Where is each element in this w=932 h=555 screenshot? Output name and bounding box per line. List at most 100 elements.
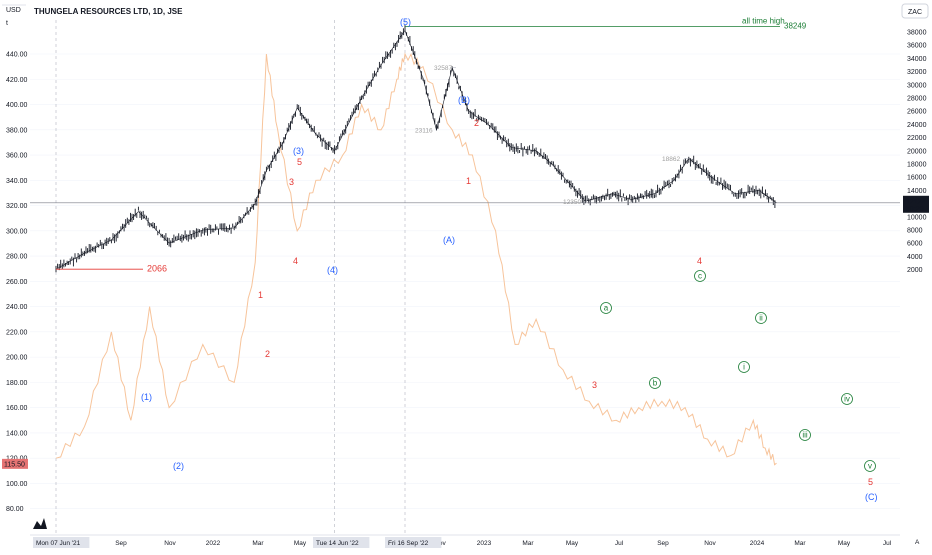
left-axis-tick: 380.00 bbox=[6, 127, 28, 134]
right-axis-tick: 4000 bbox=[907, 254, 923, 261]
left-axis-tick: 100.00 bbox=[6, 481, 28, 488]
left-axis-tick: 160.00 bbox=[6, 405, 28, 412]
right-axis-tick: 38000 bbox=[907, 30, 927, 37]
left-axis-tick: 320.00 bbox=[6, 203, 28, 210]
x-axis-tick: Sep bbox=[657, 540, 669, 547]
tradingview-logo-icon bbox=[33, 518, 47, 529]
left-axis-tick: 420.00 bbox=[6, 77, 28, 84]
price-label: 23116 bbox=[415, 128, 433, 135]
x-axis-tick: Jul bbox=[883, 540, 892, 547]
x-axis-tick: Mar bbox=[794, 540, 806, 547]
price-line bbox=[55, 29, 777, 270]
x-axis-tick: Jul bbox=[615, 540, 624, 547]
left-axis-tick: 300.00 bbox=[6, 228, 28, 235]
left-axis-tick: 140.00 bbox=[6, 430, 28, 437]
right-axis-tick: 34000 bbox=[907, 56, 927, 63]
wave-circle bbox=[600, 302, 612, 314]
comparison-line bbox=[55, 52, 777, 466]
wave-label-minor: 3 bbox=[592, 380, 597, 390]
bar-countdown: 50:20 bbox=[906, 206, 924, 213]
x-axis-tick: 2024 bbox=[750, 540, 765, 547]
right-axis-tick: 28000 bbox=[907, 96, 927, 103]
wave-label-minor: 3 bbox=[289, 177, 294, 187]
x-axis-tick: May bbox=[838, 540, 851, 547]
right-axis-tick: 26000 bbox=[907, 109, 927, 116]
price-label: 32587 bbox=[434, 65, 452, 72]
price-label: 18862 bbox=[662, 156, 680, 163]
all-time-high-value: 38249 bbox=[784, 21, 807, 30]
right-axis-tick: 24000 bbox=[907, 122, 927, 129]
left-last-value: 115.50 bbox=[4, 461, 25, 468]
highlighted-date: Tue 14 Jun '22 bbox=[316, 540, 359, 547]
wave-circle bbox=[649, 377, 661, 389]
x-axis-tick: May bbox=[294, 540, 307, 547]
chart-title: THUNGELA RESOURCES LTD, 1D, JSE bbox=[34, 7, 183, 16]
wave-label-minor: 5 bbox=[868, 477, 873, 487]
highlighted-date: Fri 16 Sep '22 bbox=[388, 540, 429, 547]
x-axis-tick: 2023 bbox=[477, 540, 492, 547]
left-price-axis[interactable]: 440.00420.00400.00380.00360.00340.00320.… bbox=[6, 20, 900, 535]
wave-circle bbox=[755, 312, 767, 324]
left-axis-tick: 80.00 bbox=[6, 506, 24, 513]
left-axis-tick: 440.00 bbox=[6, 52, 28, 59]
wave-label-minor: 1 bbox=[466, 176, 471, 186]
auto-scale-button[interactable]: A bbox=[915, 539, 920, 546]
right-price-axis[interactable]: 38000 36000 34000 32000 30000 28000 26000 24000… bbox=[907, 30, 927, 275]
highlighted-date-tag bbox=[33, 537, 90, 548]
right-axis-tick: 2000 bbox=[907, 267, 923, 274]
right-currency-button[interactable] bbox=[901, 3, 929, 19]
wave-circle bbox=[841, 393, 853, 405]
wave-label-sub: iv bbox=[844, 395, 850, 404]
right-currency-label: ZAC bbox=[908, 9, 922, 16]
left-axis-tick: 280.00 bbox=[6, 254, 28, 261]
x-axis-tick: 2022 bbox=[206, 540, 221, 547]
right-axis-tick: 32000 bbox=[907, 69, 927, 76]
right-axis-tick: 18000 bbox=[907, 162, 927, 169]
wave-label-minor: 2 bbox=[265, 349, 270, 359]
right-axis-tick: 8000 bbox=[907, 228, 923, 235]
wave-label-major: (B) bbox=[458, 95, 470, 105]
wave-circle bbox=[799, 429, 811, 441]
wave-label-sub: b bbox=[653, 379, 658, 388]
wave-label-minor: 4 bbox=[697, 256, 702, 266]
x-axis-tick: May bbox=[566, 540, 579, 547]
wave-label-sub: c bbox=[698, 272, 702, 281]
wave-label-sub: ii bbox=[759, 314, 763, 323]
wave-label-minor: 1 bbox=[258, 290, 263, 300]
wave-label-major: (3) bbox=[293, 146, 304, 156]
wave-label-minor: 5 bbox=[297, 157, 302, 167]
wave-label-major: (1) bbox=[141, 392, 152, 402]
wave-label-sub: a bbox=[604, 304, 609, 313]
all-time-high-label: all time high bbox=[742, 16, 785, 25]
right-axis-tick: 30000 bbox=[907, 82, 927, 89]
wave-label-minor: 4 bbox=[293, 256, 298, 266]
right-axis-tick: 14000 bbox=[907, 188, 927, 195]
price-series bbox=[55, 25, 777, 273]
right-axis-tick: 6000 bbox=[907, 241, 923, 248]
left-last-value-tag bbox=[2, 458, 28, 469]
right-axis-tick: 36000 bbox=[907, 43, 927, 50]
x-axis-tick: Nov bbox=[164, 540, 176, 547]
wave-label-major: (5) bbox=[400, 17, 411, 27]
right-axis-tick: 16000 bbox=[907, 175, 927, 182]
time-axis[interactable]: SepNov2022MarMayJulNov2023MarMayJulSepNo… bbox=[33, 537, 892, 548]
wave-label-major: (A) bbox=[443, 235, 455, 245]
right-axis-tick: 10000 bbox=[907, 214, 927, 221]
highlighted-date-tag bbox=[385, 537, 442, 548]
left-axis-tick: 180.00 bbox=[6, 380, 28, 387]
left-axis-tick: 200.00 bbox=[6, 355, 28, 362]
wave-circle bbox=[738, 361, 750, 373]
last-price-value: 12124 bbox=[906, 199, 926, 206]
last-price-tag bbox=[903, 195, 929, 213]
left-axis-tick: 340.00 bbox=[6, 178, 28, 185]
highlighted-date: Mon 07 Jun '21 bbox=[36, 540, 81, 547]
left-axis-tick: 220.00 bbox=[6, 329, 28, 336]
low-level-value: 2066 bbox=[147, 264, 167, 274]
left-axis-tick: 400.00 bbox=[6, 102, 28, 109]
wave-label-major: (C) bbox=[865, 492, 878, 502]
price-label: 12350 bbox=[563, 199, 581, 206]
wave-label-sub: v bbox=[868, 462, 872, 471]
